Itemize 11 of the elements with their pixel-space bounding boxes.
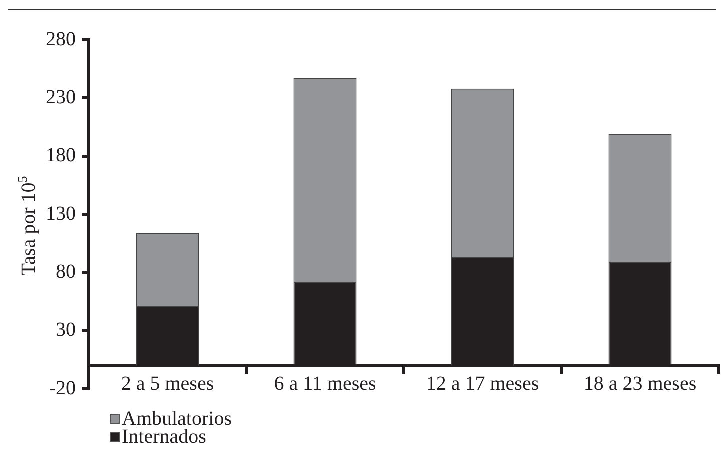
x-tick-label: 6 a 11 meses — [274, 372, 376, 395]
x-tick-label: 18 a 23 meses — [584, 372, 697, 395]
y-tick-label: 80 — [56, 260, 76, 283]
y-tick-label: 130 — [46, 202, 76, 225]
x-tick-label: 12 a 17 meses — [426, 372, 540, 395]
y-tick-label: 180 — [46, 144, 76, 167]
y-tick-label: -20 — [49, 377, 76, 400]
x-tick-label: 2 a 5 meses — [121, 372, 214, 395]
y-tick-label: 230 — [46, 86, 76, 108]
y-tick-label: 280 — [46, 28, 76, 50]
y-tick-label: 30 — [56, 319, 76, 342]
